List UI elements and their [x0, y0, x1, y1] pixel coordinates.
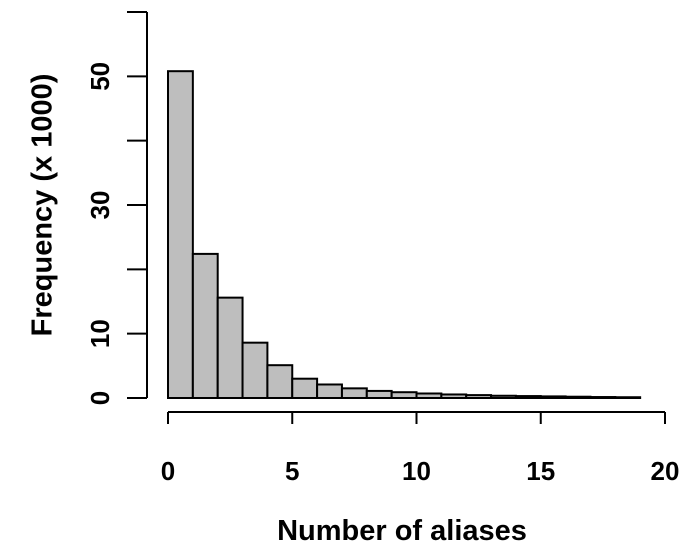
histogram-bar [340, 387, 368, 400]
x-tick-label: 20 [651, 456, 680, 486]
histogram-bar [390, 391, 418, 399]
x-axis: 0 5 10 15 20 [161, 411, 680, 486]
histogram-bar [365, 389, 393, 400]
x-tick-label: 5 [285, 456, 299, 486]
histogram-bar [216, 296, 244, 400]
x-axis-title: Number of aliases [277, 515, 527, 547]
histogram-bar [316, 383, 343, 399]
histogram-bar [490, 394, 517, 399]
y-tick-label: 10 [85, 319, 115, 348]
histogram-bar [291, 377, 319, 400]
histogram-bar [415, 392, 443, 400]
x-tick-label: 0 [161, 456, 175, 486]
bars-layer [167, 70, 642, 400]
x-tick-label: 15 [526, 456, 555, 486]
y-tick-label: 0 [85, 391, 115, 405]
histogram-bar [465, 394, 493, 400]
x-tick-label: 10 [402, 456, 431, 486]
y-tick-label: 50 [85, 62, 115, 91]
histogram-bar [614, 396, 642, 399]
histogram-bar [191, 252, 219, 399]
histogram-bar [514, 395, 542, 400]
y-axis: 0 10 30 50 [85, 11, 148, 405]
histogram-bar [266, 364, 294, 400]
histogram-bar [564, 395, 592, 400]
histogram-bar [167, 70, 194, 399]
y-axis-title: Frequency (x 1000) [27, 74, 59, 337]
histogram-bar [539, 395, 567, 399]
histogram-bar [440, 393, 468, 400]
y-tick-label: 30 [85, 191, 115, 220]
histogram-bar [241, 341, 269, 400]
histogram-bar [589, 396, 617, 400]
